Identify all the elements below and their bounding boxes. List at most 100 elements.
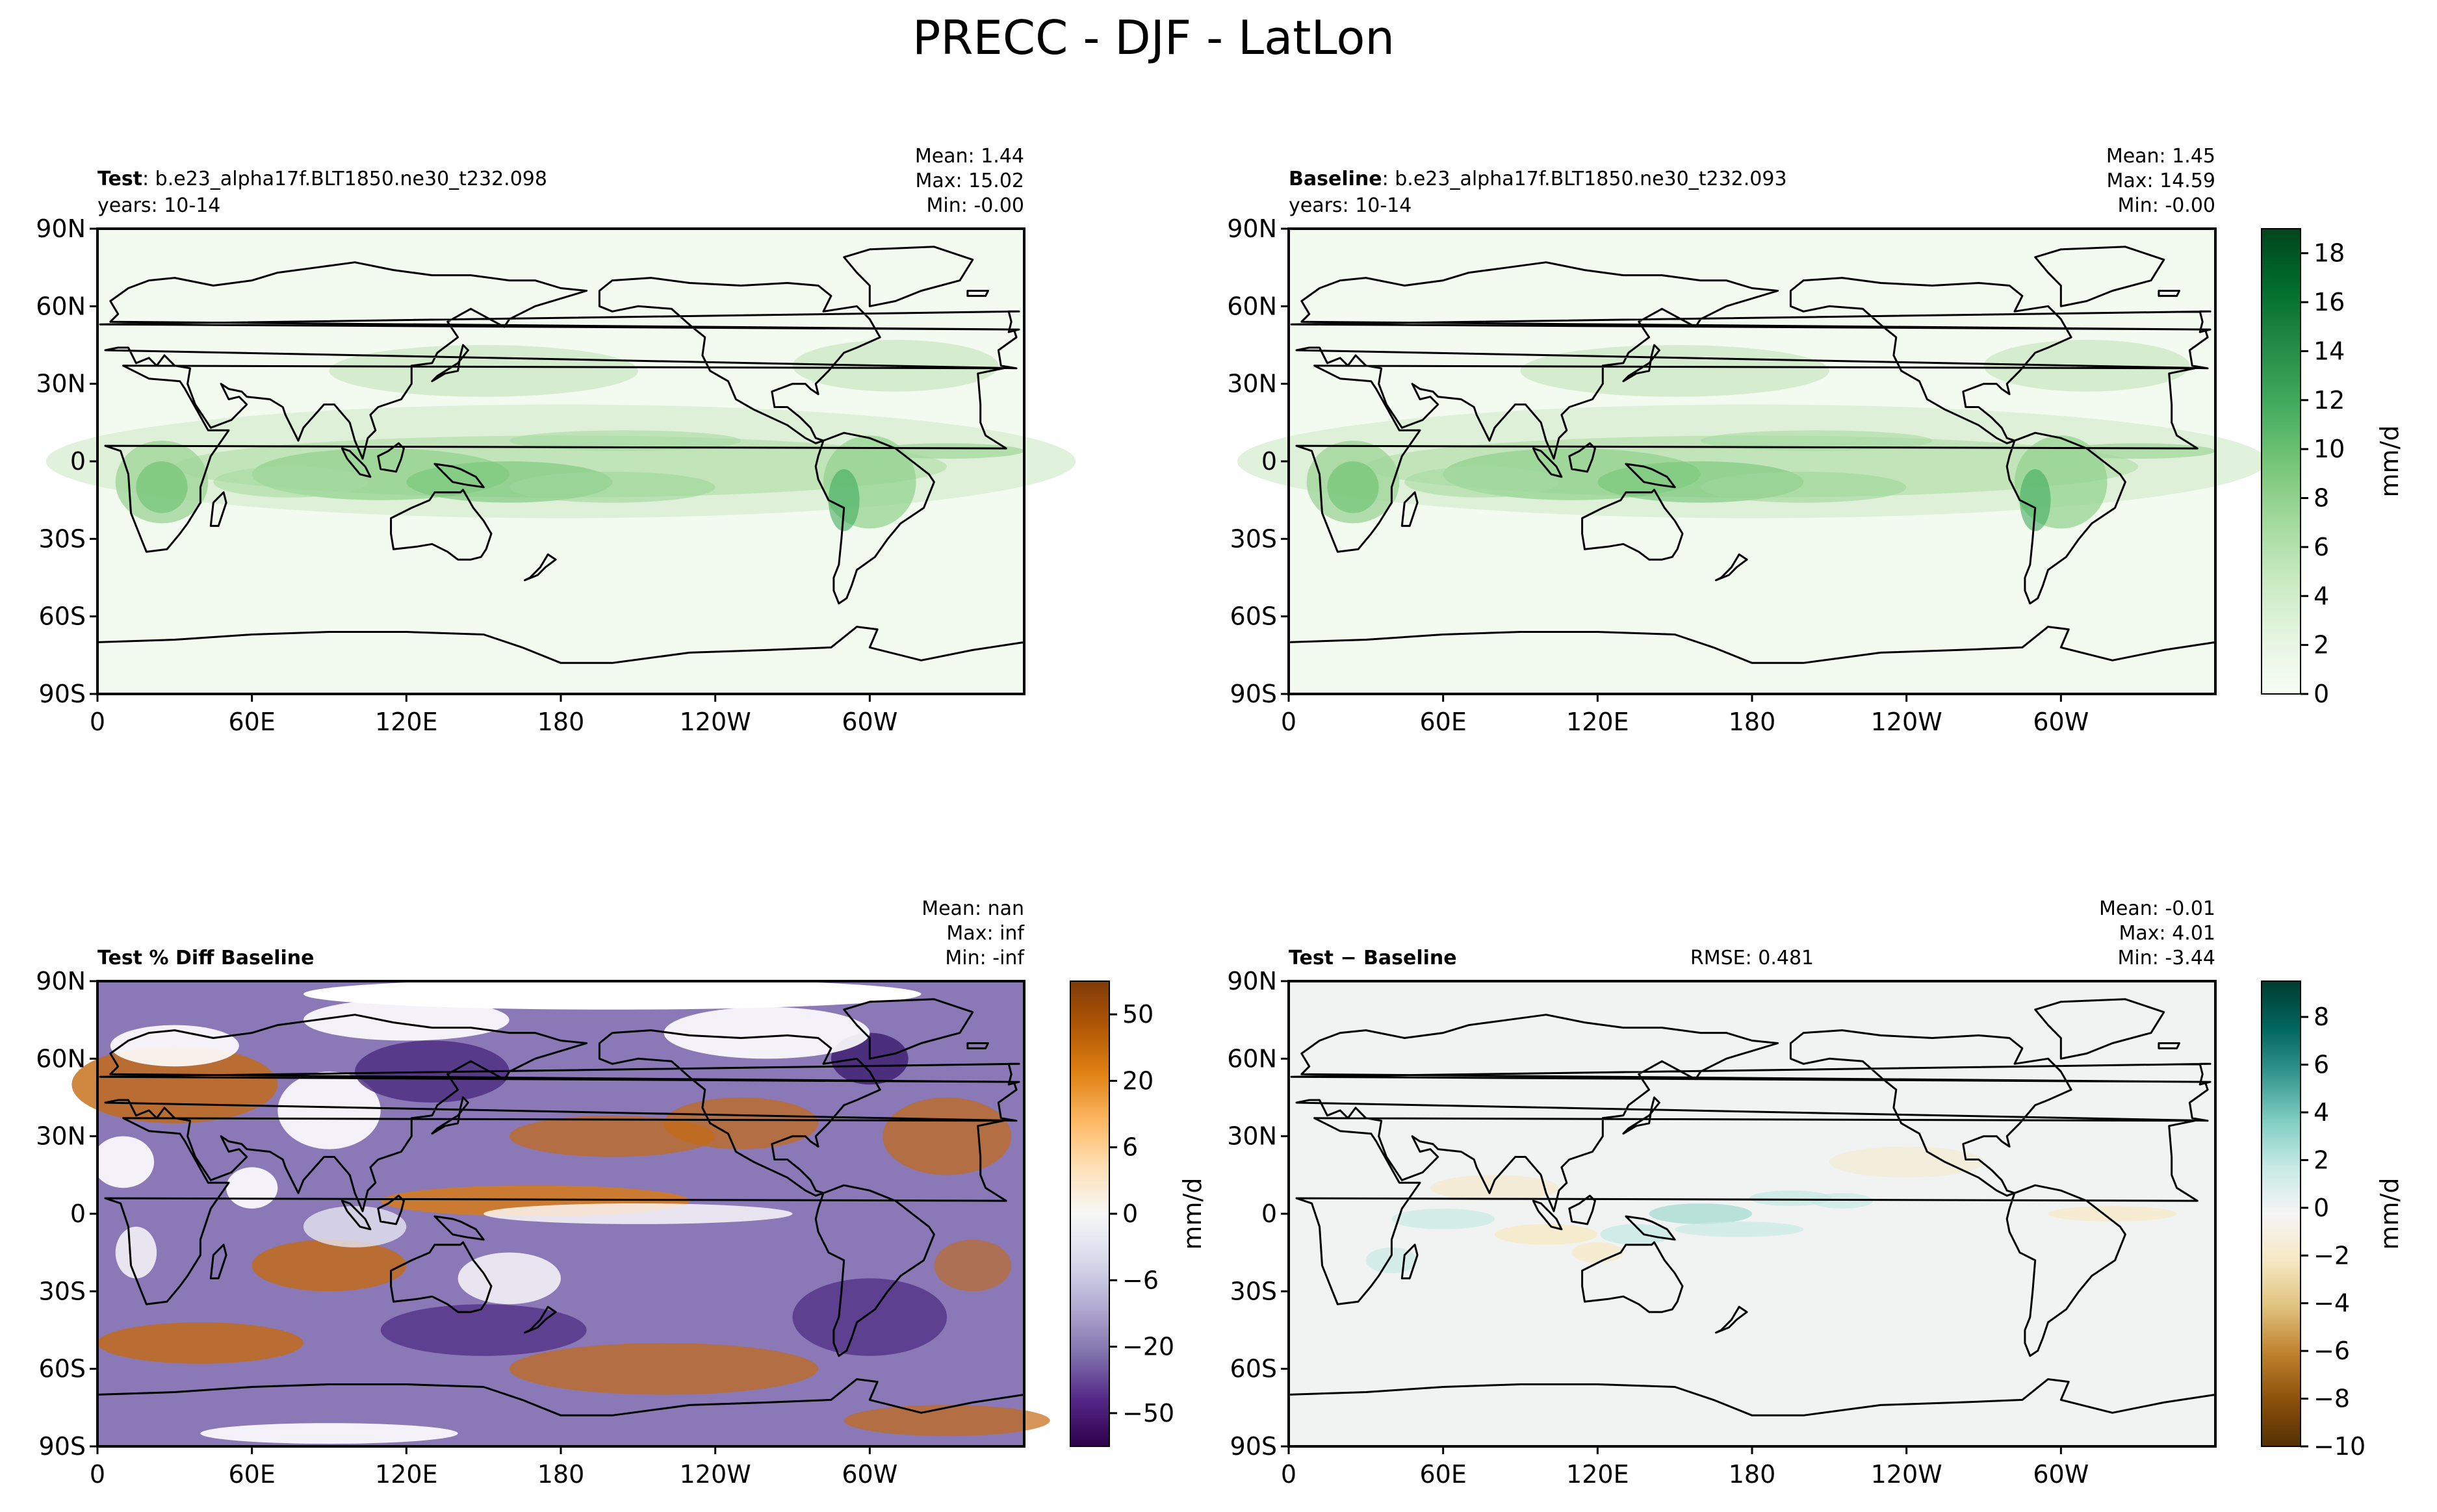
field-contour [1391,1209,1495,1229]
lon-tick-label: 120E [375,708,438,736]
lat-tick-label: 90S [1230,680,1277,708]
field-contour [2048,1206,2177,1222]
field-contour [213,466,368,498]
baseline-map [1237,227,2267,695]
lat-tick-label: 90N [36,214,86,243]
lat-tick-label: 60S [1230,1355,1277,1383]
colorbar-abs-diff: 8 6 4 2 0 −2 −4 −6 −8 −10 mm/d [2261,980,2404,1461]
lat-tick-label: 30S [1230,524,1277,553]
baseline-max: Max: 14.59 [2106,170,2215,192]
test-lat-axis: 90N 60N 30N 0 30S 60S 90S [36,214,97,708]
pct-diff-map [71,979,1050,1448]
field-contour [1404,466,1559,498]
abs-diff-max: Max: 4.01 [2119,922,2215,945]
lon-tick-label: 60W [2033,708,2089,736]
lon-tick-label: 120E [375,1460,438,1489]
field-contour [664,1097,819,1149]
field-contour [1829,1146,1984,1178]
lon-tick-label: 60E [1419,708,1466,736]
abs-diff-mean: Mean: -0.01 [2099,897,2215,920]
lat-tick-label: 60N [36,292,86,320]
colorbar-tick-label: −2 [2314,1241,2350,1270]
colorbar-tick-label: −10 [2314,1432,2366,1461]
colorbar-tick-label: 50 [1122,1000,1154,1029]
lat-tick-label: 90S [39,680,86,708]
lon-tick-label: 0 [1281,1460,1296,1489]
colorbar-tick-label: 14 [2314,337,2345,365]
abs-diff-map [1287,980,2217,1448]
field-contour [792,1278,948,1356]
baseline-lon-axis: 0 60E 120E 180 120W 60W [1281,694,2089,736]
pct-diff-mean: Mean: nan [922,897,1024,920]
colorbar-abs-diff-label: mm/d [2375,1178,2404,1250]
field-contour [509,430,741,452]
colorbar-tick-label: 6 [2314,533,2329,561]
lat-tick-label: 0 [70,1199,86,1228]
colorbar-tick-label: 18 [2314,239,2345,268]
field-contour [329,345,638,397]
lon-tick-label: 180 [537,1460,585,1489]
lat-tick-label: 30N [36,370,86,398]
colorbar-tick-label: 0 [2314,680,2329,708]
colorbar-tick-label: 10 [2314,435,2345,463]
abs-diff-coastlines [1287,998,2217,1448]
colorbar-tick-label: 16 [2314,288,2345,316]
lon-tick-label: 120W [1871,708,1942,736]
lon-tick-label: 180 [1729,708,1776,736]
pct-diff-coastlines [96,998,1025,1448]
field-contour [1571,1242,1623,1263]
colorbar-abs-diff-ticks: 8 6 4 2 0 −2 −4 −6 −8 −10 [2301,1003,2366,1461]
baseline-label: Baseline [1289,168,1382,190]
pct-diff-lon-axis: 0 60E 120E 180 120W 60W [90,1446,897,1489]
colorbar-tick-label: 20 [1122,1066,1154,1095]
panel-test: Test: b.e23_alpha17f.BLT1850.ne30_t232.0… [36,145,1076,736]
lat-tick-label: 90N [1227,967,1277,995]
lon-tick-label: 60E [228,1460,275,1489]
test-title: Test: b.e23_alpha17f.BLT1850.ne30_t232.0… [97,168,547,190]
lat-tick-label: 60S [39,1355,86,1383]
lat-tick-label: 30N [36,1122,86,1151]
field-contour [110,1025,239,1067]
lat-tick-label: 60S [1230,602,1277,631]
test-precip-field [45,340,1076,532]
figure-title: PRECC - DJF - LatLon [912,10,1395,65]
abs-diff-min: Min: -3.44 [2118,947,2216,969]
lon-tick-label: 0 [90,708,105,736]
abs-diff-rmse: RMSE: 0.481 [1690,947,1814,969]
abs-diff-title: Test − Baseline [1289,947,1457,969]
pct-diff-title: Test % Diff Baseline [97,947,315,969]
field-contour [1649,1203,1752,1224]
field-contour [934,1239,1012,1292]
field-contour [115,1226,157,1279]
field-contour [200,1423,458,1444]
colorbar-tick-label: 8 [2314,1003,2329,1031]
field-contour [303,1206,407,1248]
lat-tick-label: 90N [36,967,86,995]
colorbar-tick-label: −50 [1122,1399,1174,1428]
test-max: Max: 15.02 [915,170,1024,192]
colorbar-precip-ticks: 0 2 4 6 8 10 12 14 16 18 [2301,239,2345,708]
coastline-path [1287,998,2217,1448]
field-contour [251,1239,407,1292]
colorbar-tick-label: 4 [2314,1098,2329,1127]
lon-tick-label: 60W [842,708,897,736]
coastline-path [96,998,1025,1448]
field-contour [1749,1190,1832,1206]
colorbar-pct-diff-label: mm/d [1178,1178,1207,1250]
field-contour [509,471,716,503]
lat-tick-label: 30S [39,1277,86,1305]
colorbar-tick-label: 2 [2314,1146,2329,1174]
pct-diff-max: Max: inf [946,922,1025,945]
field-contour [870,443,1024,459]
colorbar-tick-label: −6 [2314,1337,2350,1365]
colorbar-tick-label: 8 [2314,484,2329,513]
lon-tick-label: 60E [1419,1460,1466,1489]
field-contour [828,469,860,532]
lon-tick-label: 120E [1566,1460,1629,1489]
lat-tick-label: 90S [39,1432,86,1461]
lat-tick-label: 0 [1261,447,1277,476]
lat-tick-label: 30S [39,524,86,553]
field-contour [2019,469,2051,532]
field-contour [303,999,509,1041]
